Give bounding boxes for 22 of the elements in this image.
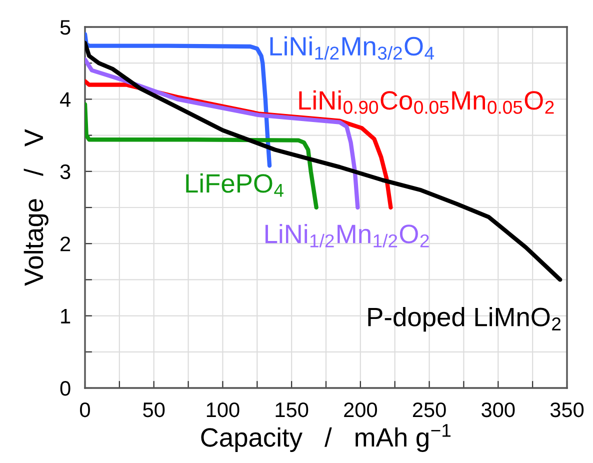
x-tick-label: 250 xyxy=(412,402,446,418)
x-tick-label: 150 xyxy=(276,402,308,418)
x-tick-label: 350 xyxy=(550,402,584,418)
x-tick-label: 100 xyxy=(206,402,240,418)
series-label: LiNi$_{1/2}$Mn$_{1/2}$O$_{2}$ xyxy=(266,224,429,248)
y-axis-title: Voltage / V xyxy=(24,129,48,286)
x-tick-label: 300 xyxy=(482,402,515,418)
series-label: LiFePO$_{4}$ xyxy=(186,173,284,197)
x-tick-label: 200 xyxy=(344,402,377,418)
y-tick-label: 2 xyxy=(60,236,70,252)
y-tick-label: 4 xyxy=(60,92,70,107)
line-series xyxy=(85,32,272,168)
x-tick-label: 50 xyxy=(143,402,165,418)
y-tick-label: 5 xyxy=(60,20,70,35)
y-tick-label: 3 xyxy=(60,164,70,180)
x-axis-title: Capacity / mAh g$^{−1}$ xyxy=(201,424,451,452)
y-tick-label: 0 xyxy=(60,381,70,396)
x-tick-label: 0 xyxy=(80,402,90,418)
series-label: P-doped LiMnO$_{2}$ xyxy=(368,307,561,332)
series-label: LiNi$_{1/2}$Mn$_{3/2}$O$_{4}$ xyxy=(270,36,434,60)
series-label: LiNi$_{0.90}$Co$_{0.05}$Mn$_{0.05}$O$_{2}$ xyxy=(299,90,554,114)
y-tick-label: 1 xyxy=(61,309,70,324)
